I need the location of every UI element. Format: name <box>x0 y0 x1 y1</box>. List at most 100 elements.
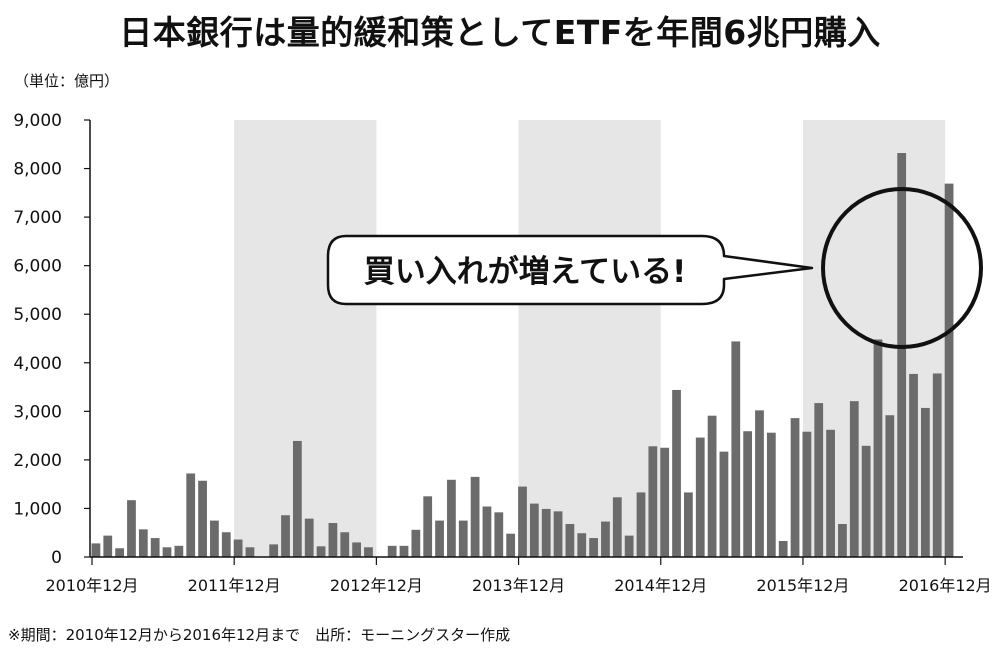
bar <box>210 520 219 557</box>
y-tick-label: 8,000 <box>13 160 62 180</box>
bar <box>944 183 954 557</box>
bar <box>292 440 302 557</box>
y-tick-label: 5,000 <box>13 305 62 325</box>
x-tick-label: 2011年12月 <box>188 576 281 595</box>
bar <box>162 547 172 557</box>
x-tick-label: 2013年12月 <box>472 576 565 595</box>
bar <box>103 535 113 557</box>
bar <box>612 497 622 557</box>
bar <box>766 432 776 557</box>
bar <box>328 523 338 557</box>
bar <box>897 153 907 558</box>
bar-series <box>91 153 954 558</box>
bar <box>518 486 527 557</box>
y-tick-label: 0 <box>51 548 62 568</box>
bar <box>932 373 942 557</box>
bar <box>790 418 800 557</box>
bar <box>423 496 433 557</box>
bar <box>458 520 468 557</box>
y-tick-label: 3,000 <box>13 402 62 422</box>
bar <box>541 508 551 557</box>
y-tick-label: 6,000 <box>13 257 62 277</box>
callout-text: 買い入れが増えている! <box>364 254 687 290</box>
bar <box>115 548 125 557</box>
bar <box>849 401 859 557</box>
bar <box>648 446 658 557</box>
bar <box>387 545 397 557</box>
bar <box>221 532 231 557</box>
shaded-band-2014 <box>518 120 661 557</box>
bar <box>435 520 444 557</box>
x-tick-label: 2016年12月 <box>899 576 992 595</box>
bar <box>885 415 895 557</box>
bar <box>447 479 456 557</box>
x-tick-label: 2015年12月 <box>756 576 849 595</box>
bar <box>233 539 243 557</box>
bar <box>731 341 741 557</box>
bar <box>186 473 196 557</box>
y-tick-label: 2,000 <box>13 451 62 471</box>
bar <box>91 543 101 557</box>
bar <box>636 492 646 557</box>
bar <box>304 518 314 557</box>
bar <box>245 547 255 557</box>
chart-axes <box>89 120 963 558</box>
shaded-band-2012 <box>234 120 377 557</box>
bar <box>340 532 350 557</box>
callout-bubble <box>326 234 814 306</box>
bar <box>802 431 812 557</box>
bar <box>873 339 883 557</box>
unit-label: （単位：億円） <box>14 72 120 90</box>
callout-annotation: 買い入れが増えている! <box>326 187 983 349</box>
y-tick-label: 4,000 <box>13 354 62 374</box>
highlight-circle <box>821 187 983 349</box>
shaded-year-bands <box>234 120 946 557</box>
bar <box>352 542 361 557</box>
bar <box>316 546 326 557</box>
bar <box>138 529 148 557</box>
x-tick-label: 2012年12月 <box>330 576 423 595</box>
bar <box>174 545 184 557</box>
chart-title: 日本銀行は量的緩和策としてETFを年間6兆円購入 <box>119 13 881 52</box>
bar <box>743 431 753 557</box>
bar <box>778 540 788 557</box>
bar <box>695 437 705 557</box>
bar <box>755 410 764 557</box>
bar <box>909 373 918 557</box>
bar <box>589 538 598 557</box>
bar <box>198 480 207 557</box>
bar <box>624 535 634 557</box>
bar <box>364 547 373 557</box>
footnote: ※期間：2010年12月から2016年12月まで 出所：モーニングスター作成 <box>8 626 511 644</box>
bar <box>707 415 717 557</box>
bar <box>565 523 575 557</box>
bar <box>399 545 409 557</box>
bar <box>826 429 835 557</box>
bar <box>281 515 290 557</box>
bar <box>672 389 681 557</box>
x-tick-label: 2014年12月 <box>614 576 707 595</box>
bar <box>411 529 421 557</box>
bar <box>838 523 847 557</box>
y-axis-ticks: 0 1,000 2,000 3,000 4,000 5,000 6,000 7,000 8,00… <box>13 111 90 568</box>
y-tick-label: 7,000 <box>13 208 62 228</box>
y-tick-label: 1,000 <box>13 499 62 519</box>
bar <box>553 511 563 557</box>
bar <box>684 492 693 557</box>
bar <box>719 451 729 557</box>
y-tick-label: 9,000 <box>13 111 62 131</box>
bar <box>470 476 480 557</box>
bar <box>150 538 160 557</box>
bar <box>861 445 871 557</box>
bar <box>920 407 930 557</box>
bar <box>577 533 587 557</box>
bar <box>127 500 136 557</box>
bar <box>529 503 539 557</box>
x-axis-ticks: 2010年12月 2011年12月 2012年12月 2013年12月 2014年12月… <box>45 557 992 595</box>
bar <box>601 521 610 557</box>
bar <box>494 512 504 557</box>
bar <box>482 506 492 557</box>
bar <box>506 533 516 557</box>
bar <box>660 447 670 557</box>
